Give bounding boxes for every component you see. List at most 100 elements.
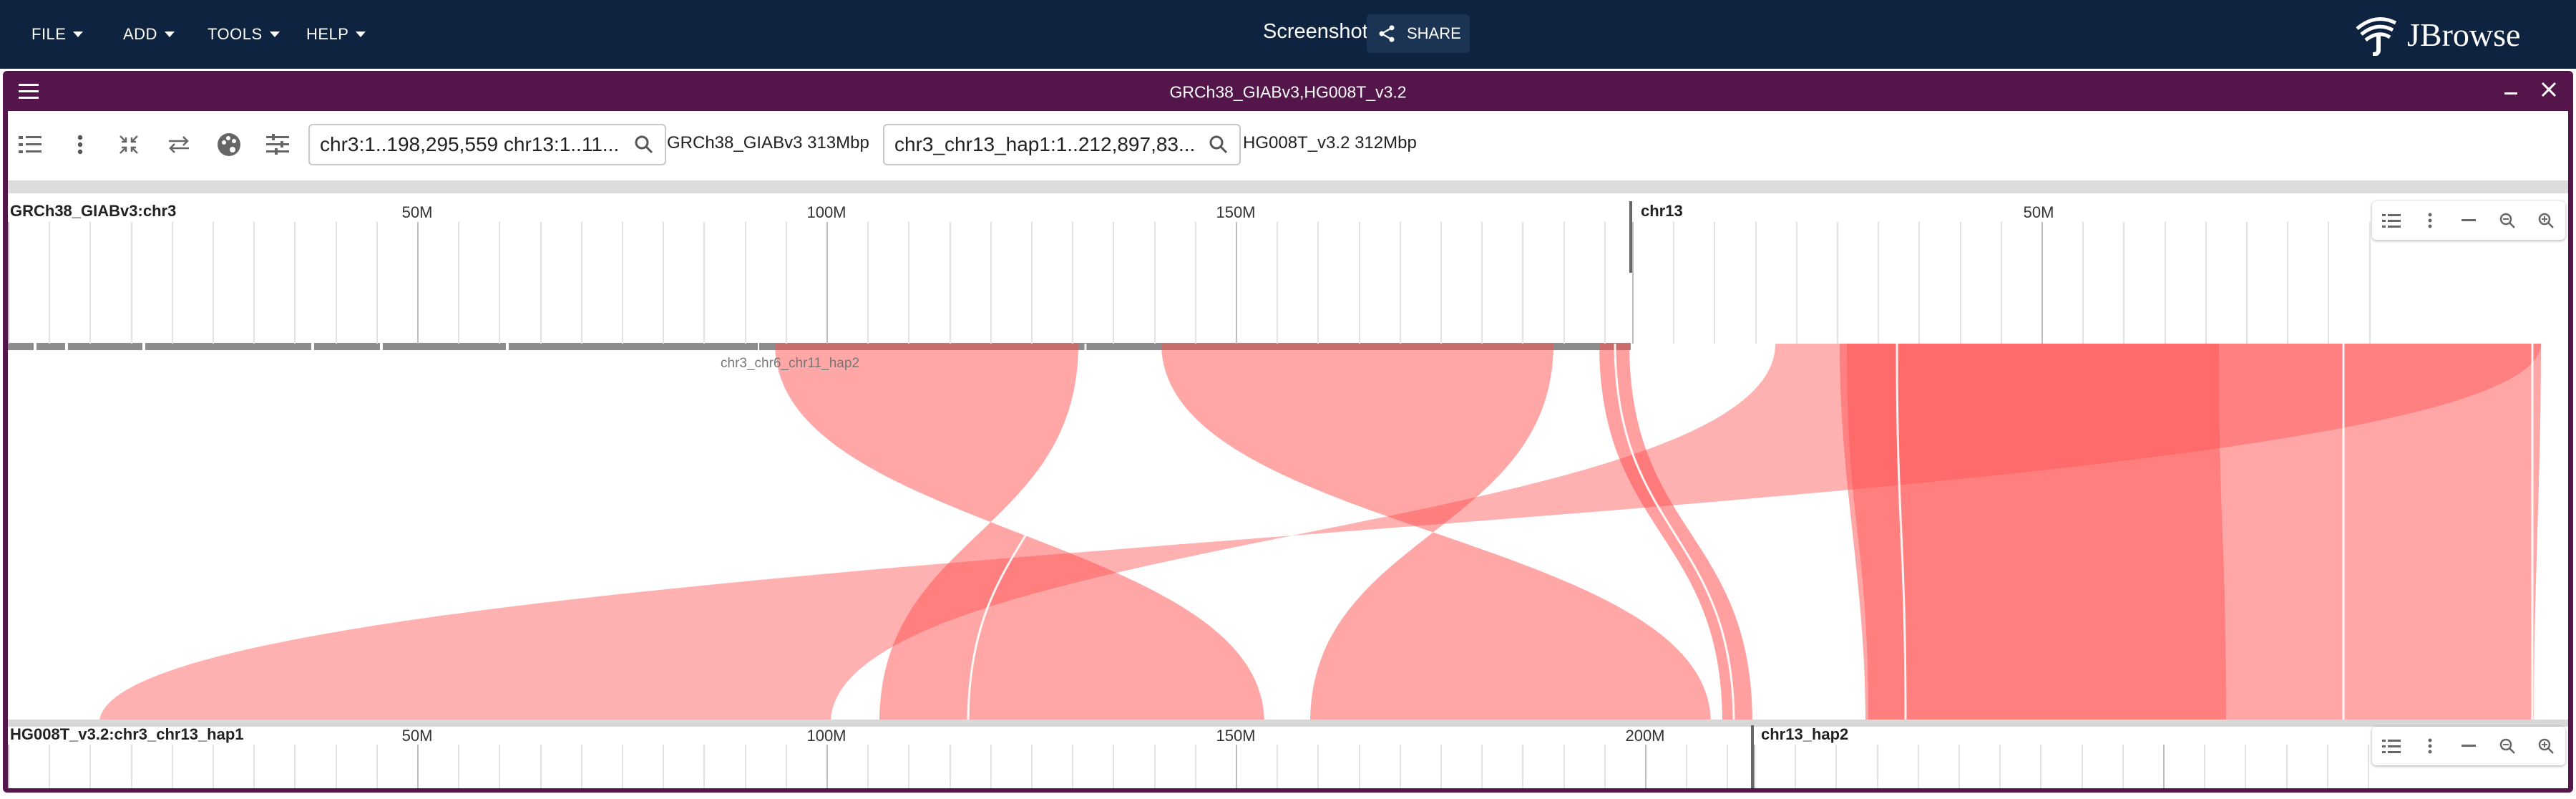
ruler-gridline: [2123, 222, 2125, 344]
zoom-out-icon[interactable]: [2492, 730, 2523, 762]
view-title: GRCh38_GIABv3,HG008T_v3.2: [1169, 82, 1407, 102]
ruler-gridline: [2040, 745, 2042, 788]
more-vert-icon[interactable]: [64, 128, 97, 161]
track-selector-icon[interactable]: [14, 128, 47, 161]
ruler-gridline: [1072, 745, 1074, 788]
ruler-gridline: [2328, 222, 2330, 344]
share-icon: [1379, 25, 1395, 42]
more-vert-icon[interactable]: [2414, 730, 2446, 762]
collapse-icon[interactable]: [112, 128, 145, 161]
ruler-gridline: [1959, 222, 1961, 344]
bottom-track-controls: [2372, 727, 2565, 765]
tools-menu-label: TOOLS: [208, 25, 263, 43]
swap-icon[interactable]: [162, 128, 195, 161]
ruler-gridline: [499, 745, 501, 788]
chevron-down-icon: [356, 32, 366, 37]
search-icon[interactable]: [635, 135, 653, 154]
ruler-gridline: [499, 222, 501, 344]
ruler-gridline: [744, 745, 746, 788]
zoom-out-icon[interactable]: [2492, 205, 2523, 236]
top-track-controls: [2372, 201, 2565, 240]
ruler-gridline: [171, 745, 173, 788]
feature-label: chr3_chr6_chr11_hap2: [721, 356, 860, 371]
ruler-gridline: [1795, 222, 1797, 344]
synteny-ribbon-inversion-1: [775, 344, 1264, 723]
ruler-gridline: [171, 222, 173, 344]
share-button[interactable]: SHARE: [1367, 14, 1470, 53]
ruler-gridline: [1632, 222, 1634, 344]
ruler-gridline: [1317, 222, 1319, 344]
ruler-gridline: [1604, 222, 1606, 344]
ruler-gridline: [1440, 745, 1442, 788]
file-menu[interactable]: FILE: [31, 21, 84, 47]
top-ruler: [8, 197, 2568, 344]
ruler-gridline: [1358, 745, 1360, 788]
ruler-gridline: [458, 222, 460, 344]
ruler-gridline: [2326, 745, 2328, 788]
ruler-gridline: [1236, 745, 1237, 788]
session-title[interactable]: Screenshot: [1263, 20, 1368, 43]
view-content: chr3:1..198,295,559 chr13:1..11... GRCh3…: [8, 111, 2568, 788]
chevron-down-icon: [73, 32, 84, 37]
tick-label: 50M: [2023, 203, 2054, 221]
ruler-gridline: [1031, 222, 1033, 344]
synteny-ribbon-inversion-2: [1161, 344, 1711, 723]
ruler-gridline: [1835, 745, 1838, 788]
tools-menu[interactable]: TOOLS: [208, 21, 280, 47]
add-menu[interactable]: ADD: [123, 21, 175, 47]
top-second-ref-label: chr13: [1641, 202, 1683, 220]
ruler-gridline: [2122, 745, 2124, 788]
palette-icon[interactable]: [213, 128, 245, 161]
ruler-gridline: [130, 222, 132, 344]
ruler-gridline: [703, 222, 706, 344]
ruler-gridline: [663, 745, 665, 788]
top-assembly-label: GRCh38_GIABv3 313Mbp: [667, 133, 869, 152]
ruler-gridline: [1194, 222, 1196, 344]
ruler-gridline: [540, 745, 542, 788]
settings-tune-icon[interactable]: [261, 128, 294, 161]
ruler-gridline: [2205, 222, 2207, 344]
bottom-locus-search-input[interactable]: chr3_chr13_hap1:1..212,897,83...: [883, 124, 1241, 165]
ruler-gridline: [1399, 745, 1401, 788]
ruler-gridline: [1153, 222, 1156, 344]
ruler-gridline: [1686, 745, 1688, 788]
close-icon[interactable]: [2540, 81, 2557, 98]
bottom-locus-text: chr3_chr13_hap1:1..212,897,83...: [894, 133, 1196, 155]
ruler-gridline: [826, 222, 828, 344]
ruler-gridline: [8, 222, 9, 344]
ruler-gridline: [1918, 222, 1921, 344]
more-vert-icon[interactable]: [2414, 205, 2446, 236]
ruler-gridline: [1440, 222, 1442, 344]
ruler-gridline: [2245, 745, 2247, 788]
share-button-label: SHARE: [1407, 24, 1461, 42]
search-icon[interactable]: [1209, 135, 1228, 154]
zoom-in-icon[interactable]: [2530, 730, 2562, 762]
chevron-down-icon: [269, 32, 280, 37]
ruler-gridline: [1481, 222, 1483, 344]
tick-label: 50M: [401, 203, 433, 221]
zoom-in-icon[interactable]: [2530, 205, 2562, 236]
ruler-gridline: [335, 222, 337, 344]
track-list-icon[interactable]: [2376, 205, 2407, 236]
horizontal-rule-icon[interactable]: [2453, 205, 2484, 236]
help-menu[interactable]: HELP: [306, 21, 366, 47]
ruler-gridline: [8, 745, 9, 788]
top-locus-search-input[interactable]: chr3:1..198,295,559 chr13:1..11...: [308, 124, 666, 165]
ruler-gridline: [908, 222, 910, 344]
brand-name: JBrowse: [2407, 16, 2521, 53]
horizontal-rule-icon[interactable]: [2453, 730, 2484, 762]
tick-label: 50M: [401, 727, 433, 745]
view-menu-icon[interactable]: [19, 84, 39, 100]
minimize-icon[interactable]: [2504, 92, 2517, 95]
region-divider: [1751, 725, 1754, 788]
ruler-gridline: [2082, 222, 2084, 344]
bottom-ref-label: HG008T_v3.2:chr3_chr13_hap1: [10, 725, 244, 743]
ruler-gridline: [1563, 745, 1565, 788]
ruler-gridline: [1999, 745, 2001, 788]
ruler-gridline: [2204, 745, 2206, 788]
ruler-gridline: [580, 745, 582, 788]
track-list-icon[interactable]: [2376, 730, 2407, 762]
ruler-gridline: [1153, 745, 1156, 788]
ruler-gridline: [867, 745, 869, 788]
overview-strip: [8, 180, 2568, 193]
